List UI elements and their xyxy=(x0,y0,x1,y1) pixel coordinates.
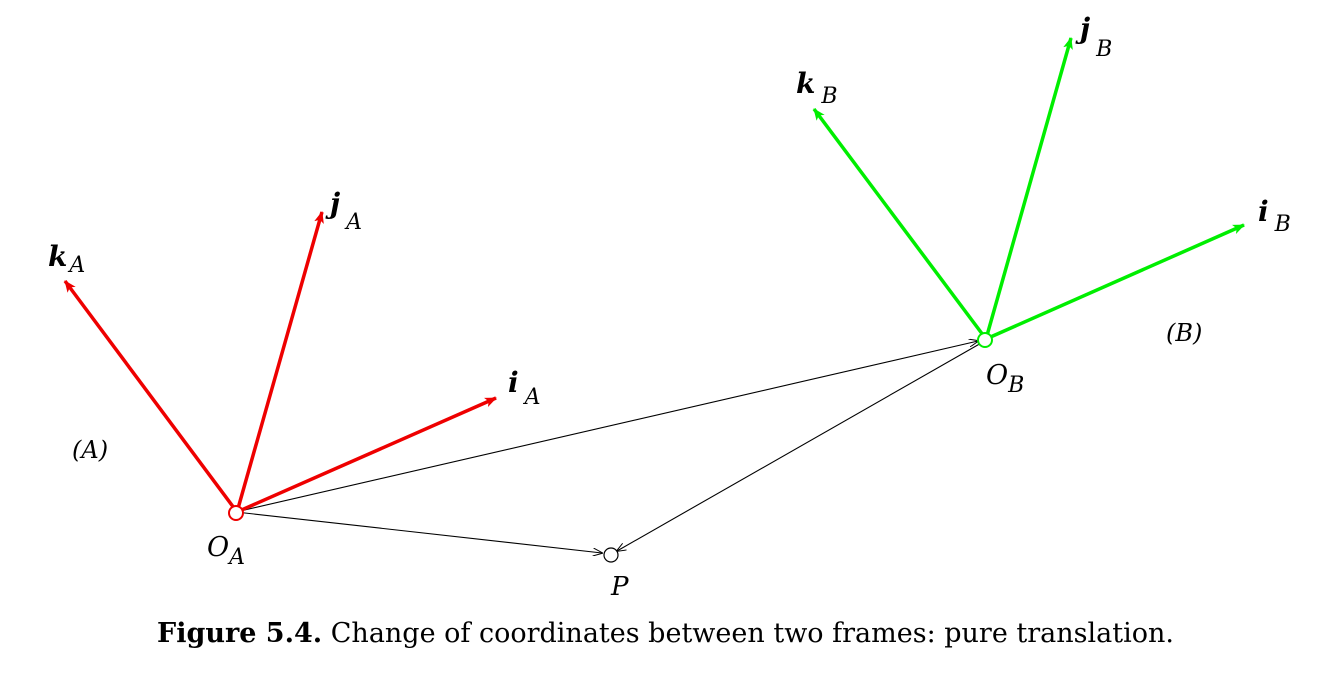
axis-k-b xyxy=(812,107,988,341)
axis-k-a xyxy=(63,279,239,514)
axis-j-a xyxy=(235,211,324,513)
label-origin-a: OA xyxy=(207,532,245,570)
axis-i-a xyxy=(236,396,497,514)
axis-i-b xyxy=(985,223,1245,341)
label-j-b: jB xyxy=(1075,12,1112,62)
label-k-a: kA xyxy=(48,240,85,278)
vector-oa-ob xyxy=(235,341,978,513)
label-frame-b: (B) xyxy=(1166,319,1202,347)
point-p-marker xyxy=(603,547,619,563)
origin-b-marker xyxy=(977,332,993,348)
axis-j-b xyxy=(984,37,1073,340)
caption-text: Change of coordinates between two frames… xyxy=(330,618,1174,649)
label-point-p: P xyxy=(610,572,629,602)
label-frame-a: (A) xyxy=(72,436,108,464)
figure-caption: Figure 5.4. Change of coordinates betwee… xyxy=(0,618,1331,649)
frame-b-axes xyxy=(812,37,1245,348)
label-origin-b: OB xyxy=(986,360,1024,398)
caption-number: Figure 5.4. xyxy=(157,618,323,649)
vector-oa-p xyxy=(235,511,602,553)
frame-a-axes xyxy=(63,211,497,521)
origin-a-marker xyxy=(228,505,244,521)
vector-ob-p xyxy=(617,341,984,551)
label-j-a: jA xyxy=(325,187,362,235)
